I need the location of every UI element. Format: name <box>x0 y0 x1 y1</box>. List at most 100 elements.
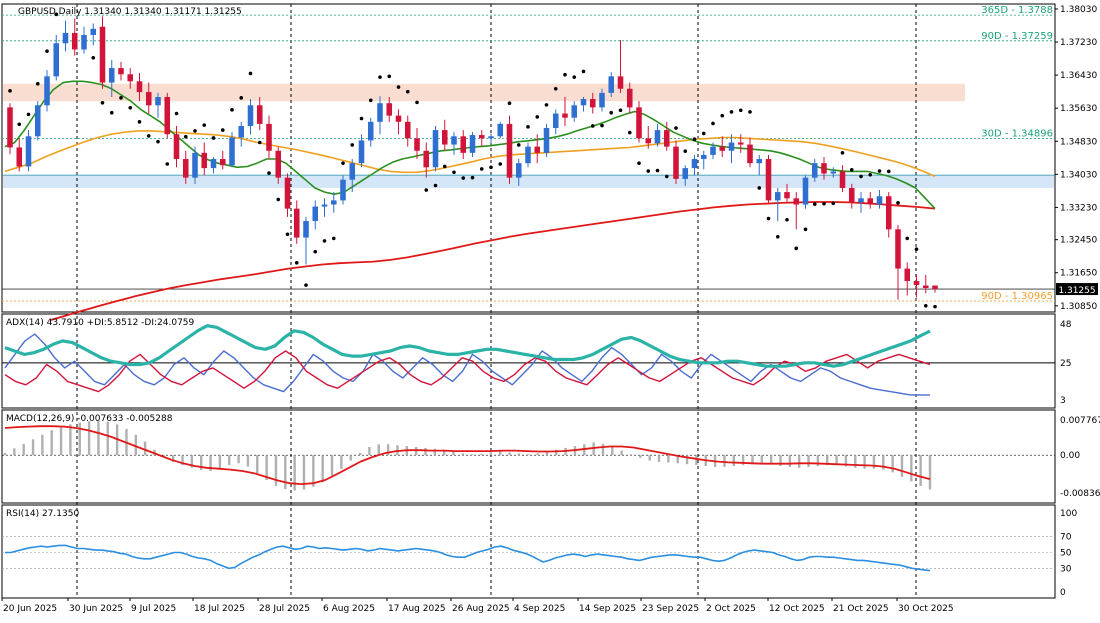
macd-hist-bar <box>741 455 745 466</box>
macd-hist-bar <box>200 455 203 471</box>
candle-body <box>358 140 365 164</box>
sar-dot <box>840 151 845 155</box>
candle-body <box>608 76 615 93</box>
macd-hist-bar <box>59 427 63 456</box>
sar-dot <box>674 126 678 130</box>
candle-body <box>793 198 800 205</box>
candle-body <box>802 177 809 205</box>
price-tag: 1.31255 <box>1058 286 1095 296</box>
candle-body <box>99 26 106 83</box>
x-tick-label: 23 Sep 2025 <box>642 604 699 614</box>
candle-body <box>256 105 263 124</box>
candle-body <box>728 142 735 151</box>
rsi-tick-label: 50 <box>1060 549 1072 559</box>
macd-hist-bar <box>143 441 147 456</box>
macd-hist-bar <box>751 455 754 465</box>
adx-line <box>4 324 931 368</box>
level-label: 365D - 1.3788 <box>981 5 1053 16</box>
candle-body <box>136 81 143 93</box>
candle-body <box>525 146 531 164</box>
adx-tick-label: 48 <box>1060 320 1072 330</box>
sar-dot <box>655 168 660 173</box>
sar-dot <box>257 140 262 145</box>
candle-body <box>506 123 513 178</box>
x-tick-label: 14 Sep 2025 <box>579 604 636 614</box>
macd-hist-bar <box>480 453 483 456</box>
candle-body <box>515 163 522 178</box>
macd-hist-bar <box>31 439 35 456</box>
sar-dot <box>489 165 493 170</box>
sar-dot <box>128 105 133 110</box>
candle-body <box>404 121 411 139</box>
candle-body <box>192 152 198 178</box>
sar-dot <box>544 103 549 107</box>
sar-dot <box>100 101 105 105</box>
x-tick-label: 18 Jul 2025 <box>194 604 245 614</box>
macd-hist-bar <box>508 452 511 456</box>
sar-dot <box>174 111 179 116</box>
candle-body <box>229 137 235 166</box>
sar-dot <box>720 113 725 118</box>
candle-body <box>904 268 911 281</box>
sar-dot <box>341 161 345 165</box>
macd-hist-bar <box>284 455 287 490</box>
sar-dot <box>711 121 715 126</box>
y-tick-label: 1.33230 <box>1060 203 1097 213</box>
candle-body <box>774 192 781 201</box>
sar-dot <box>859 174 863 179</box>
x-tick-label: 28 Jul 2025 <box>259 604 310 614</box>
candle-body <box>90 28 97 36</box>
macd-hist-bar <box>732 455 735 467</box>
sar-dot <box>627 130 632 135</box>
candle-body <box>62 32 69 44</box>
macd-tick-label: 0.00 <box>1060 451 1080 461</box>
sar-dot <box>368 98 373 103</box>
macd-hist-bar <box>237 455 240 464</box>
candle-body <box>747 144 753 164</box>
sar-dot <box>91 55 96 60</box>
sar-dot <box>812 202 817 206</box>
candle-body <box>293 208 300 238</box>
macd-hist-bar <box>844 455 848 467</box>
macd-hist-bar <box>452 451 455 456</box>
macd-hist-bar <box>209 455 212 471</box>
candle-body <box>830 171 837 174</box>
macd-hist-bar <box>910 455 913 482</box>
sar-dot <box>359 116 364 121</box>
sar-dot <box>350 143 355 147</box>
sar-dot <box>886 169 891 174</box>
candle-body <box>395 115 402 122</box>
ema-mid-line <box>4 130 936 178</box>
sar-dot <box>119 96 123 100</box>
x-tick-label: 20 Jun 2025 <box>3 604 57 614</box>
candle-body <box>155 97 161 106</box>
y-tick-label: 1.34030 <box>1060 170 1097 180</box>
sar-dot <box>35 81 40 86</box>
candle-body <box>349 163 356 180</box>
sar-dot <box>183 134 188 139</box>
candle-body <box>839 171 846 188</box>
candle-body <box>617 76 624 89</box>
candle-body <box>821 163 827 174</box>
y-tick-label: 1.31650 <box>1060 269 1097 279</box>
macd-hist-bar <box>181 455 184 466</box>
sar-dot <box>137 120 142 124</box>
sar-dot <box>563 72 567 77</box>
x-tick-label: 4 Sep 2025 <box>514 604 565 614</box>
sar-dot <box>54 12 59 17</box>
candle-body <box>895 229 901 269</box>
sar-dot <box>581 69 586 74</box>
sar-dot <box>396 85 401 89</box>
macd-hist-bar <box>657 455 661 462</box>
sar-dot <box>109 110 114 115</box>
macd-hist-bar <box>863 455 866 469</box>
price-tag-box <box>1056 283 1098 296</box>
candle-body <box>636 107 642 139</box>
candle-body <box>238 125 245 138</box>
candle-body <box>330 200 337 205</box>
rsi-line <box>5 544 931 572</box>
macd-hist-bar <box>340 455 343 469</box>
sar-dot <box>729 110 734 114</box>
resistance-zone <box>3 83 965 102</box>
